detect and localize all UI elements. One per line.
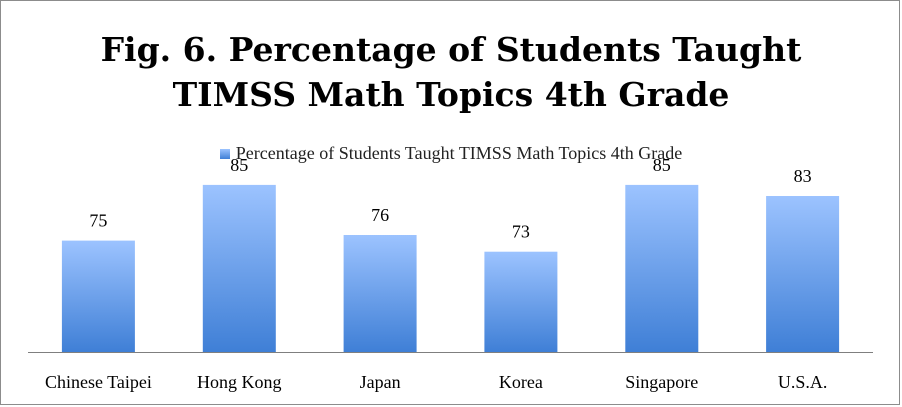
chart-legend: Percentage of Students Taught TIMSS Math… xyxy=(1,143,901,164)
bar-hong-kong xyxy=(202,184,276,352)
legend-label: Percentage of Students Taught TIMSS Math… xyxy=(235,143,683,163)
data-label: 85 xyxy=(653,155,671,175)
chart-title-line-2: TIMSS Math Topics 4th Grade xyxy=(172,75,730,114)
x-tick-label: Chinese Taipei xyxy=(45,372,152,392)
data-label: 83 xyxy=(794,166,812,186)
x-tick-label: U.S.A. xyxy=(778,372,828,392)
bar-korea xyxy=(484,251,558,352)
bar-chinese-taipei xyxy=(61,240,135,352)
x-tick-label: Japan xyxy=(360,372,401,392)
data-label: 73 xyxy=(512,222,530,242)
bar-japan xyxy=(343,235,417,352)
bar-singapore xyxy=(625,184,699,352)
x-tick-label: Hong Kong xyxy=(197,372,282,392)
legend-swatch xyxy=(219,148,230,159)
chart-title: Fig. 6. Percentage of Students Taught TI… xyxy=(1,27,901,117)
data-label: 75 xyxy=(89,211,107,231)
x-tick-label: Korea xyxy=(499,372,543,392)
x-tick-label: Singapore xyxy=(625,372,698,392)
data-label: 76 xyxy=(371,205,389,225)
chart-title-line-1: Fig. 6. Percentage of Students Taught xyxy=(100,30,802,69)
data-label: 85 xyxy=(230,155,248,175)
bar-u-s-a xyxy=(766,196,840,352)
